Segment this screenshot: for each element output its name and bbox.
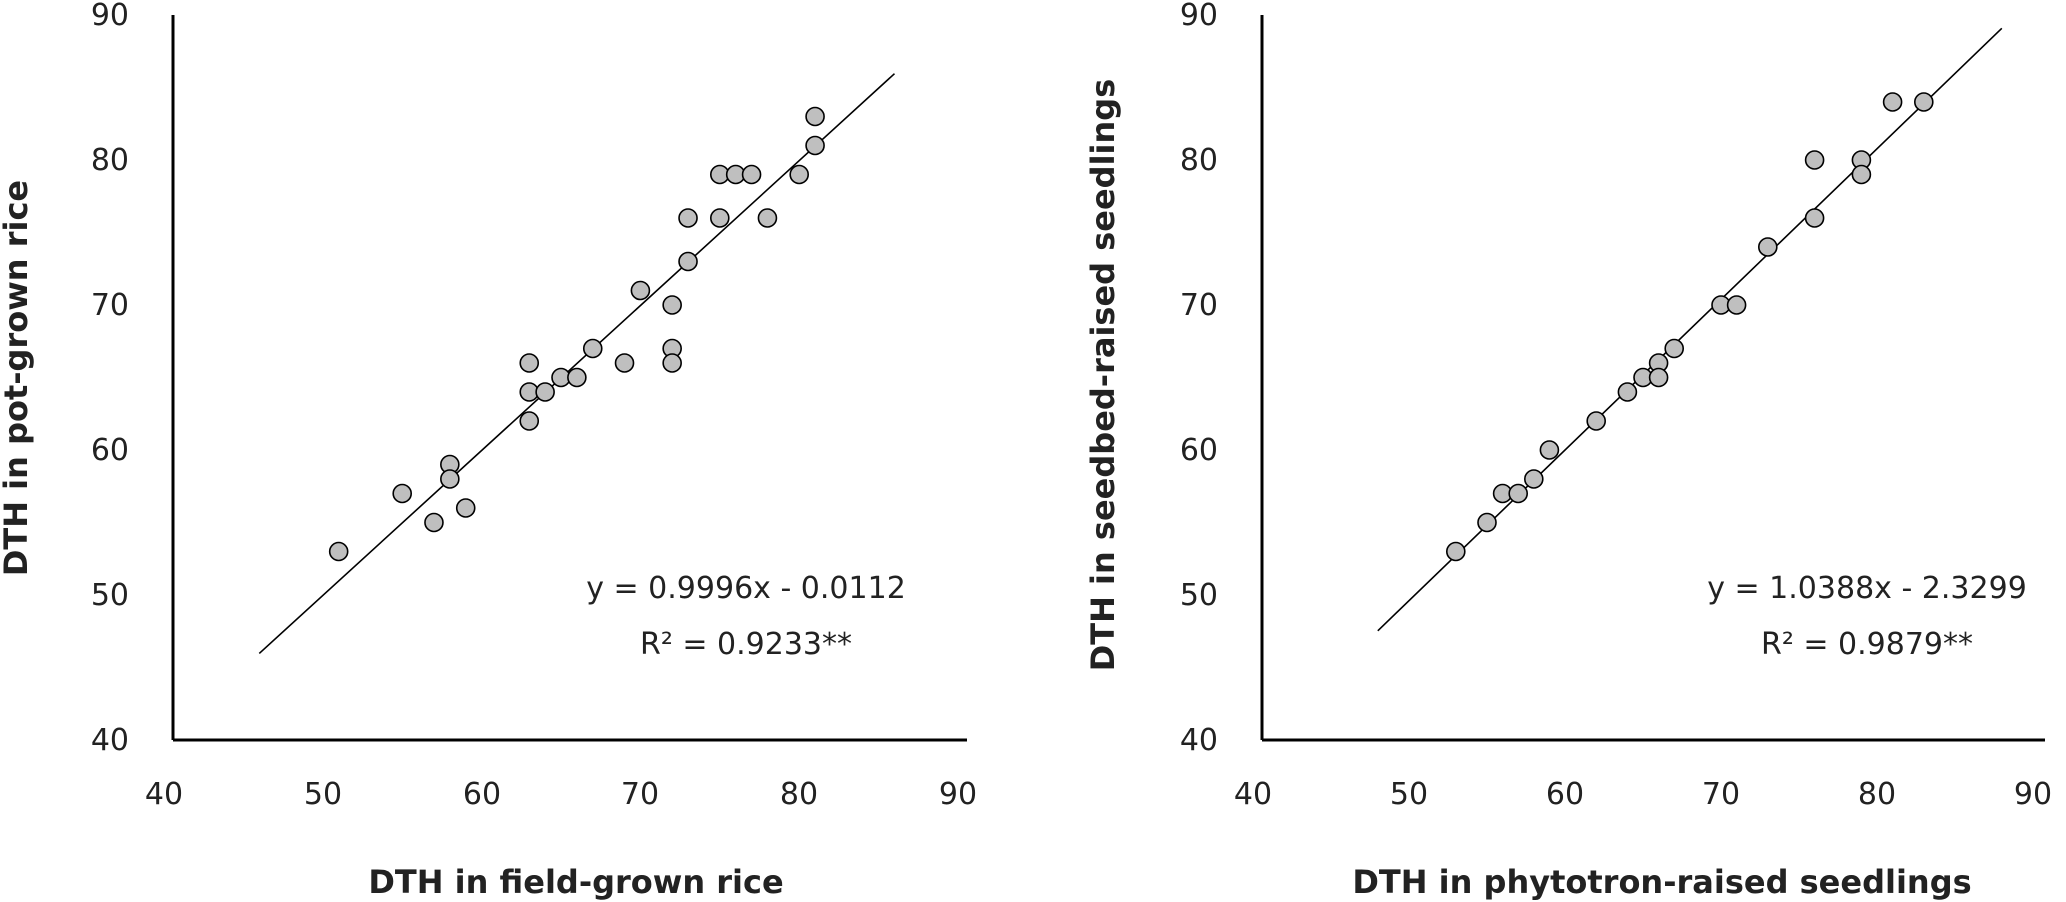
right-y-axis-title: DTH in seedbed-raised seedlings	[1084, 79, 1122, 672]
left-y-axis-title: DTH in pot-grown rice	[0, 180, 35, 576]
left-y-tick-label: 90	[91, 0, 129, 33]
right-equation-label: y = 1.0388x - 2.3299	[1707, 571, 2027, 606]
right-data-points	[1446, 92, 1934, 562]
right-x-tick-label: 80	[1858, 777, 1896, 812]
right-x-tick-label: 40	[1234, 777, 1272, 812]
left-data-point	[440, 469, 460, 489]
right-data-point	[1586, 411, 1606, 431]
right-data-point	[1914, 92, 1934, 112]
right-data-point	[1617, 382, 1638, 402]
left-data-point	[789, 164, 810, 185]
left-y-tick-label: 70	[91, 288, 129, 323]
left-y-tick-label: 80	[91, 143, 129, 178]
right-data-point	[1664, 338, 1684, 359]
left-data-point	[614, 353, 635, 373]
left-scatter-plot: 40 50 60 70 80 90 40 50 60 70 80 90 y = …	[0, 0, 977, 901]
left-y-tick-label: 60	[91, 433, 129, 468]
right-data-point	[1804, 150, 1825, 170]
left-data-point	[519, 353, 540, 373]
right-data-point	[1508, 483, 1528, 504]
right-y-tick-label: 80	[1180, 143, 1218, 178]
right-y-tick-label: 90	[1180, 0, 1218, 33]
left-data-point	[582, 338, 603, 359]
right-data-point	[1524, 469, 1544, 489]
left-data-point	[567, 367, 587, 388]
left-x-tick-labels: 40 50 60 70 80 90	[145, 777, 977, 812]
right-data-point	[1648, 367, 1669, 388]
left-y-tick-label: 40	[91, 723, 129, 758]
left-data-point	[519, 411, 540, 431]
left-data-point	[630, 280, 651, 301]
right-r2-label: R² = 0.9879**	[1761, 627, 1973, 662]
left-data-points	[328, 106, 825, 562]
left-data-point	[678, 208, 698, 228]
left-x-tick-label: 70	[621, 777, 659, 812]
right-data-point	[1726, 295, 1747, 315]
right-data-point	[1758, 237, 1778, 257]
right-y-tick-label: 50	[1180, 578, 1218, 613]
left-data-point	[392, 483, 413, 504]
left-data-point	[662, 295, 682, 315]
left-data-point	[757, 208, 778, 228]
left-x-tick-label: 40	[145, 777, 183, 812]
right-data-point	[1477, 512, 1497, 533]
right-x-tick-labels: 40 50 60 70 80 90	[1234, 777, 2052, 812]
right-y-tick-label: 40	[1180, 723, 1218, 758]
left-equation-label: y = 0.9996x - 0.0112	[586, 571, 906, 606]
left-trendline	[258, 73, 896, 655]
left-x-tick-label: 50	[304, 777, 342, 812]
left-y-tick-labels: 40 50 60 70 80 90	[91, 0, 129, 758]
left-data-point	[709, 208, 730, 228]
left-data-point	[455, 498, 476, 518]
left-data-point	[741, 164, 762, 185]
right-x-tick-label: 60	[1546, 777, 1584, 812]
left-x-tick-label: 60	[463, 777, 501, 812]
right-y-tick-label: 60	[1180, 433, 1218, 468]
left-x-tick-label: 90	[939, 777, 977, 812]
left-data-point	[662, 353, 682, 373]
right-data-point	[1882, 92, 1903, 112]
right-data-point	[1539, 440, 1560, 460]
right-x-axis-title: DTH in phytotron-raised seedlings	[1352, 863, 1971, 901]
left-data-point	[424, 512, 444, 533]
right-y-tick-label: 70	[1180, 288, 1218, 323]
left-r2-label: R² = 0.9233**	[640, 627, 852, 662]
right-y-tick-labels: 40 50 60 70 80 90	[1180, 0, 1218, 758]
left-data-point	[535, 382, 555, 402]
left-x-tick-label: 80	[780, 777, 818, 812]
right-data-point	[1851, 164, 1872, 185]
right-trendline	[1377, 27, 2003, 632]
left-data-point	[805, 135, 825, 156]
right-scatter-plot: 40 50 60 70 80 90 40 50 60 70 80 90 y = …	[1084, 0, 2052, 901]
right-x-tick-label: 50	[1390, 777, 1428, 812]
left-data-point	[805, 106, 825, 127]
left-data-point	[328, 541, 349, 562]
right-data-point	[1446, 541, 1466, 562]
left-y-tick-label: 50	[91, 578, 129, 613]
right-x-tick-label: 90	[2014, 777, 2052, 812]
right-x-tick-label: 70	[1702, 777, 1740, 812]
right-data-point	[1804, 208, 1825, 228]
left-data-point	[678, 251, 698, 272]
left-x-axis-title: DTH in field-grown rice	[368, 863, 783, 901]
